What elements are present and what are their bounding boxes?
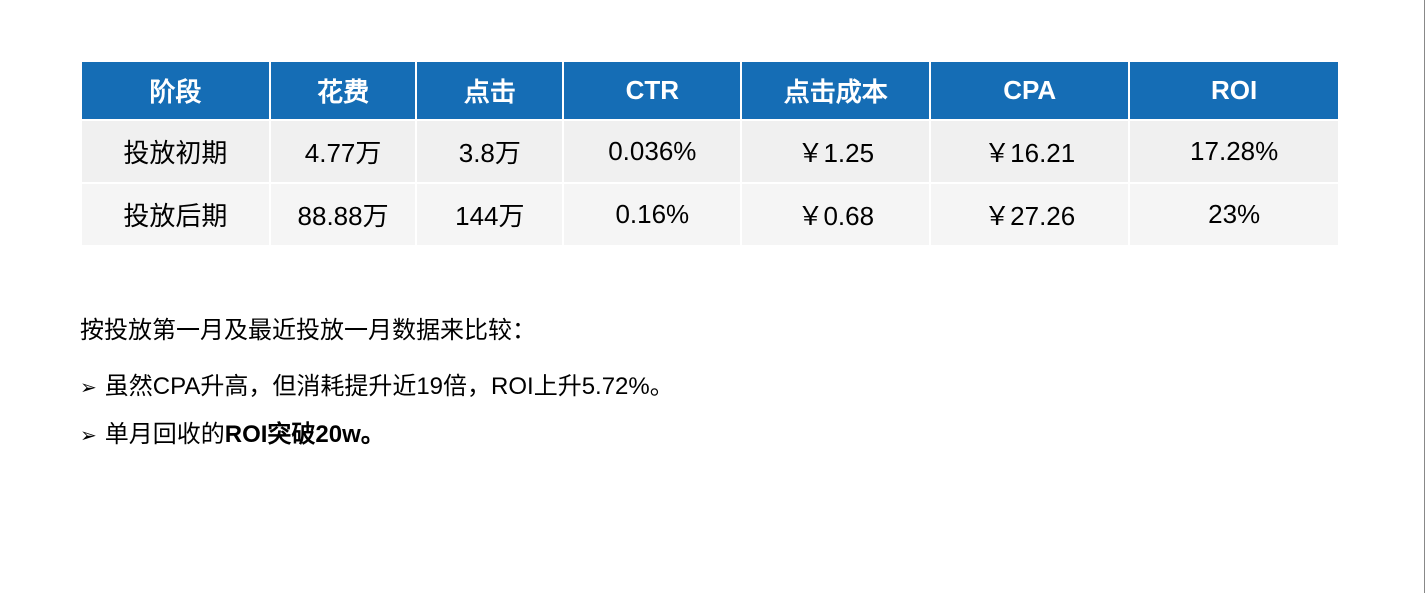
table-row: 投放初期 4.77万 3.8万 0.036% ￥1.25 ￥16.21 17.2…: [81, 120, 1339, 183]
notes-section: 按投放第一月及最近投放一月数据来比较： ➢ 虽然CPA升高，但消耗提升近19倍，…: [80, 307, 1344, 459]
notes-intro: 按投放第一月及最近投放一月数据来比较：: [80, 307, 1344, 355]
header-stage: 阶段: [81, 61, 270, 120]
slide-container: 阶段 花费 点击 CTR 点击成本 CPA ROI 投放初期 4.77万 3.8…: [0, 0, 1425, 593]
cell-cpc: ￥1.25: [741, 120, 930, 183]
table-row: 投放后期 88.88万 144万 0.16% ￥0.68 ￥27.26 23%: [81, 183, 1339, 246]
cell-stage: 投放初期: [81, 120, 270, 183]
cell-roi: 23%: [1129, 183, 1339, 246]
header-ctr: CTR: [563, 61, 741, 120]
cell-click: 3.8万: [416, 120, 563, 183]
metrics-table: 阶段 花费 点击 CTR 点击成本 CPA ROI 投放初期 4.77万 3.8…: [80, 60, 1340, 247]
cell-spend: 88.88万: [270, 183, 417, 246]
bullet-text: 虽然CPA升高，但消耗提升近19倍，ROI上升5.72%。: [105, 363, 674, 411]
cell-ctr: 0.036%: [563, 120, 741, 183]
header-roi: ROI: [1129, 61, 1339, 120]
bullet-marker-icon: ➢: [80, 368, 97, 408]
table-header-row: 阶段 花费 点击 CTR 点击成本 CPA ROI: [81, 61, 1339, 120]
cell-click: 144万: [416, 183, 563, 246]
cell-ctr: 0.16%: [563, 183, 741, 246]
cell-roi: 17.28%: [1129, 120, 1339, 183]
bullet-marker-icon: ➢: [80, 416, 97, 456]
bullet-line: ➢ 单月回收的ROI突破20w。: [80, 411, 1344, 459]
bullet-text-wrapper: 单月回收的ROI突破20w。: [105, 411, 385, 459]
cell-cpc: ￥0.68: [741, 183, 930, 246]
header-click: 点击: [416, 61, 563, 120]
bullet-text-normal: 单月回收的: [105, 421, 225, 448]
bullet-text-bold: ROI突破20w。: [225, 421, 385, 448]
cell-cpa: ￥16.21: [930, 120, 1129, 183]
cell-cpa: ￥27.26: [930, 183, 1129, 246]
header-cpc: 点击成本: [741, 61, 930, 120]
header-cpa: CPA: [930, 61, 1129, 120]
cell-stage: 投放后期: [81, 183, 270, 246]
bullet-line: ➢ 虽然CPA升高，但消耗提升近19倍，ROI上升5.72%。: [80, 363, 1344, 411]
cell-spend: 4.77万: [270, 120, 417, 183]
header-spend: 花费: [270, 61, 417, 120]
